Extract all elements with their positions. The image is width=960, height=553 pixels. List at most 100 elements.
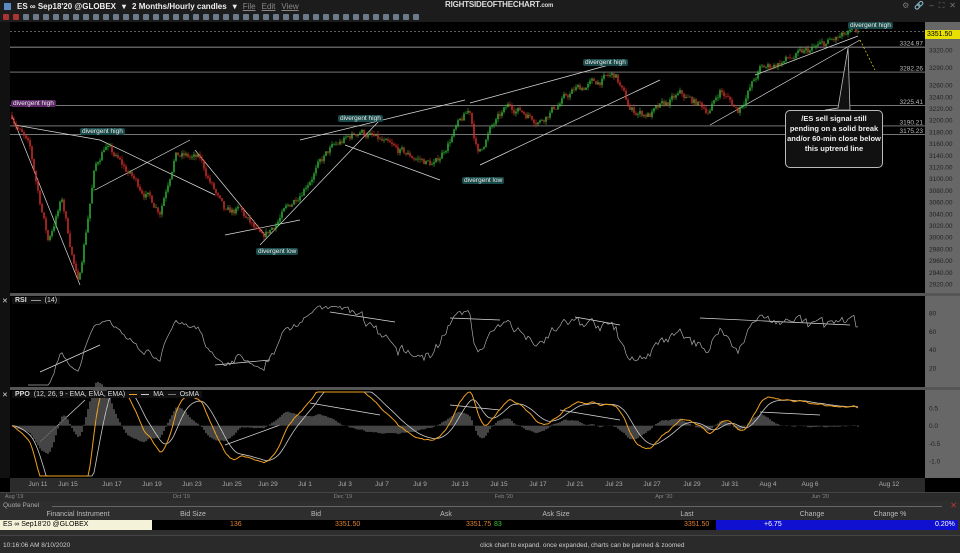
trendline-drawing[interactable] — [11, 115, 81, 286]
link-icon[interactable]: 🔗 — [914, 1, 925, 10]
quote-column-header[interactable]: Bid — [310, 511, 322, 518]
toolbar-button-icon[interactable] — [223, 14, 229, 20]
trendline-drawing[interactable] — [759, 411, 821, 416]
toolbar-button-icon[interactable] — [343, 14, 349, 20]
toolbar-button-icon[interactable] — [333, 14, 339, 20]
toolbar-button-icon[interactable] — [93, 14, 99, 20]
close-icon[interactable]: ✕ — [949, 1, 956, 10]
trendline-drawing[interactable] — [449, 317, 501, 321]
toolbar-button-icon[interactable] — [13, 14, 19, 20]
chevron-down-icon[interactable]: ▾ — [232, 1, 237, 11]
toolbar-button-icon[interactable] — [273, 14, 279, 20]
toolbar-button-icon[interactable] — [283, 14, 289, 20]
toolbar-button-icon[interactable] — [373, 14, 379, 20]
toolbar-button-icon[interactable] — [363, 14, 369, 20]
menu-edit[interactable]: Edit — [261, 1, 276, 11]
toolbar-button-icon[interactable] — [163, 14, 169, 20]
candle — [549, 112, 551, 118]
toolbar-button-icon[interactable] — [193, 14, 199, 20]
date-axis[interactable]: Jun 11 Jun 15 Jun 17 Jun 19 Jun 23 Jun 25 Jun … — [10, 478, 925, 492]
toolbar-button-icon[interactable] — [103, 14, 109, 20]
toolbar-button-icon[interactable] — [323, 14, 329, 20]
pane-separator[interactable] — [10, 387, 960, 390]
trendline-drawing[interactable] — [309, 402, 381, 416]
trendline-drawing[interactable] — [754, 35, 859, 76]
settings-icon[interactable]: ⚙ — [902, 1, 910, 10]
trendline-drawing[interactable] — [224, 219, 301, 236]
trendline-drawing[interactable] — [329, 311, 396, 323]
trendline-drawing[interactable] — [709, 39, 861, 126]
toolbar-button-icon[interactable] — [393, 14, 399, 20]
trendline-drawing[interactable] — [94, 139, 191, 191]
toolbar-button-icon[interactable] — [413, 14, 419, 20]
quote-column-header[interactable]: Change — [799, 511, 825, 518]
toolbar-button-icon[interactable] — [403, 14, 409, 20]
maximize-icon[interactable]: ⛶ — [938, 1, 945, 10]
trendline-drawing[interactable] — [479, 79, 661, 166]
toolbar-button-icon[interactable] — [123, 14, 129, 20]
quote-column-header[interactable]: Financial Instrument — [46, 511, 110, 518]
quote-column-header[interactable]: Ask — [440, 511, 452, 518]
toolbar-button-icon[interactable] — [313, 14, 319, 20]
symbol-selector[interactable]: ES ∞ Sep18'20 @GLOBEX — [17, 1, 116, 11]
toolbar-button-icon[interactable] — [153, 14, 159, 20]
trendline-drawing[interactable] — [194, 149, 266, 236]
toolbar-button-icon[interactable] — [173, 14, 179, 20]
toolbar-button-icon[interactable] — [83, 14, 89, 20]
quote-column-header[interactable]: Last — [680, 511, 694, 518]
quote-column-header[interactable]: Change % — [873, 511, 907, 518]
toolbar-button-icon[interactable] — [383, 14, 389, 20]
timeframe-selector[interactable]: 2 Months/Hourly candles — [132, 1, 227, 11]
trendline-drawing[interactable] — [469, 61, 621, 104]
quote-column-header[interactable]: Ask Size — [542, 511, 570, 518]
trendline-drawing[interactable] — [39, 344, 101, 373]
toolbar-button-icon[interactable] — [213, 14, 219, 20]
history-scrollbar[interactable]: Aug '19 Oct '19 Dec '19 Feb '20 Apr '20 Jun '… — [0, 492, 960, 501]
toolbar-button-icon[interactable] — [303, 14, 309, 20]
toolbar-button-icon[interactable] — [243, 14, 249, 20]
price-tick-label: 3220.00 — [929, 106, 953, 113]
candle — [31, 146, 33, 160]
price-axis[interactable] — [925, 22, 960, 478]
toolbar-button-icon[interactable] — [183, 14, 189, 20]
toolbar-button-icon[interactable] — [43, 14, 49, 20]
toolbar-button-icon[interactable] — [353, 14, 359, 20]
toolbar-button-icon[interactable] — [253, 14, 259, 20]
trendline-drawing[interactable] — [224, 424, 281, 446]
quote-instrument[interactable]: ES ∞ Sep18'20 @GLOBEX — [0, 520, 152, 530]
date-tick-label: Jun 25 — [222, 481, 242, 488]
toolbar-button-icon[interactable] — [233, 14, 239, 20]
toolbar-button-icon[interactable] — [203, 14, 209, 20]
toolbar-button-icon[interactable] — [133, 14, 139, 20]
chart-area[interactable]: 3324.97 3282.26 3225.41 3190.21 3175.23 3320.… — [0, 0, 960, 478]
close-pane-icon[interactable]: ✕ — [2, 297, 8, 305]
trendline-drawing[interactable] — [214, 359, 271, 366]
quote-column-header[interactable]: Bid Size — [180, 511, 206, 518]
chevron-down-icon[interactable]: ▾ — [122, 1, 127, 11]
trendline-drawing[interactable] — [14, 124, 101, 141]
candle — [565, 94, 567, 96]
trendline-drawing[interactable] — [344, 144, 441, 181]
minimize-icon[interactable]: – — [929, 1, 934, 10]
trendline-drawing[interactable] — [99, 139, 216, 196]
toolbar-button-icon[interactable] — [113, 14, 119, 20]
candle — [773, 64, 775, 69]
menu-file[interactable]: File — [242, 1, 256, 11]
menu-view[interactable]: View — [281, 1, 299, 11]
trendline-drawing[interactable] — [559, 409, 621, 421]
close-pane-icon[interactable]: ✕ — [2, 391, 8, 399]
candle — [209, 177, 211, 183]
toolbar-button-icon[interactable] — [63, 14, 69, 20]
toolbar-button-icon[interactable] — [3, 14, 9, 20]
toolbar-button-icon[interactable] — [33, 14, 39, 20]
trendline-drawing[interactable] — [859, 39, 876, 71]
candle — [249, 217, 251, 223]
toolbar-button-icon[interactable] — [53, 14, 59, 20]
toolbar-button-icon[interactable] — [73, 14, 79, 20]
toolbar-button-icon[interactable] — [143, 14, 149, 20]
toolbar-button-icon[interactable] — [23, 14, 29, 20]
pane-separator[interactable] — [10, 293, 960, 296]
close-icon[interactable]: ✕ — [950, 501, 957, 510]
toolbar-button-icon[interactable] — [263, 14, 269, 20]
toolbar-button-icon[interactable] — [293, 14, 299, 20]
